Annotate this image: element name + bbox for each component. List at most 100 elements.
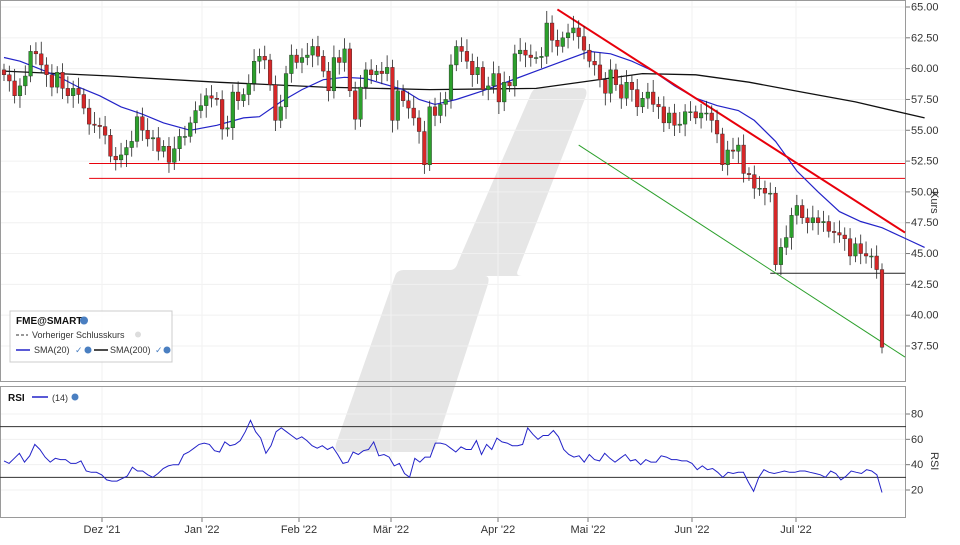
candle-body: [789, 215, 794, 238]
candle-body: [225, 127, 230, 130]
candle-body: [353, 90, 358, 120]
candle-body: [406, 100, 411, 109]
trend-lines: [556, 8, 906, 358]
candle-body: [44, 64, 49, 75]
sma20-series: [3, 50, 925, 248]
candle-body: [470, 61, 475, 76]
candle-body: [422, 131, 427, 165]
price-tick-label: 50.00: [911, 186, 939, 198]
candle-body: [863, 253, 869, 257]
candle-body: [571, 27, 576, 34]
candle-body: [619, 84, 624, 99]
price-tick-label: 55.00: [911, 125, 939, 137]
sma20-check-icon[interactable]: ✓: [75, 345, 83, 355]
candle-body: [230, 91, 235, 129]
candle-body: [172, 148, 177, 163]
trend-line: [578, 144, 906, 358]
candle-body: [214, 98, 219, 100]
candle-body: [326, 70, 331, 92]
candle-body: [310, 46, 315, 56]
candle-body: [236, 91, 241, 101]
time-tick-label: Jul '22: [780, 524, 811, 536]
candle-body: [267, 59, 273, 85]
candle-body: [752, 174, 757, 189]
time-axis: Dez '21 Jan '22 Feb '22 Mär '22 Apr '22 Mai '…: [84, 518, 812, 536]
candle-body: [667, 112, 672, 124]
candle-body: [581, 36, 587, 51]
sma20-settings-icon[interactable]: [84, 346, 92, 354]
symbol-settings-icon[interactable]: [80, 316, 88, 325]
price-tick-label: 47.50: [911, 217, 939, 229]
candle-body: [502, 81, 507, 103]
candle-body: [358, 86, 363, 120]
candle-body: [512, 53, 517, 87]
candle-body: [810, 217, 815, 223]
prev-close-toggle-icon[interactable]: [135, 331, 141, 338]
candle-body: [635, 89, 640, 108]
candle-body: [550, 22, 555, 41]
candle-body: [321, 56, 326, 72]
candlestick-series: [1, 10, 885, 354]
sma200-check-icon[interactable]: ✓: [155, 345, 163, 355]
candle-body: [656, 104, 661, 108]
price-tick-label: 42.50: [911, 279, 939, 291]
candle-body: [480, 67, 485, 90]
candle-body: [826, 221, 831, 232]
rsi-line: [3, 419, 883, 493]
time-tick-label: Apr '22: [481, 524, 516, 536]
candle-body: [385, 67, 390, 74]
candle-body: [672, 112, 677, 126]
candle-body: [496, 73, 501, 103]
rsi-legend: RSI (14): [8, 393, 79, 404]
candle-body: [432, 106, 438, 116]
candle-body: [683, 111, 688, 125]
candle-body: [390, 67, 395, 121]
candle-body: [246, 83, 251, 95]
rsi-series: [3, 419, 883, 493]
candle-body: [842, 234, 847, 239]
candle-body: [369, 69, 374, 75]
candle-body: [273, 84, 278, 121]
candle-body: [778, 247, 783, 265]
legend-sma200: SMA(200): [110, 345, 151, 355]
candle-body: [427, 106, 432, 165]
candle-body: [528, 54, 533, 58]
price-tick-label: 57.50: [911, 94, 939, 106]
candle-body: [565, 32, 571, 39]
rsi-axis: 80 60 40 20: [906, 409, 923, 497]
legend-sma20: SMA(20): [34, 345, 70, 355]
time-tick-label: Dez '21: [84, 524, 121, 536]
candle-body: [832, 231, 837, 233]
candle-body: [65, 88, 70, 96]
candle-body: [124, 147, 129, 156]
candle-body: [784, 237, 789, 248]
candle-body: [714, 120, 720, 135]
candle-body: [587, 49, 592, 62]
candle-body: [629, 81, 634, 90]
price-axis: 65.00 62.50 60.00 57.50 55.00 52.50 50.00 47.50…: [906, 2, 939, 353]
price-tick-label: 37.50: [911, 341, 939, 353]
price-tick-label: 52.50: [911, 156, 939, 168]
candle-body: [161, 146, 166, 152]
candle-body: [177, 136, 182, 149]
candle-body: [241, 94, 246, 101]
candle-body: [805, 217, 810, 223]
candle-body: [624, 81, 629, 99]
candle-body: [156, 137, 161, 152]
candle-body: [741, 144, 746, 174]
candle-body: [848, 238, 853, 257]
candle-body: [71, 88, 76, 96]
sma200-settings-icon[interactable]: [163, 346, 171, 354]
rsi-settings-icon[interactable]: [71, 393, 79, 401]
candle-body: [55, 72, 60, 88]
candle-body: [198, 105, 203, 111]
candle-body: [342, 48, 347, 63]
price-tick-label: 62.50: [911, 32, 939, 44]
candle-body: [188, 122, 193, 137]
candle-body: [539, 56, 544, 58]
candle-body: [816, 217, 821, 223]
price-axis-label: Kurs: [928, 191, 940, 214]
candle-body: [693, 111, 698, 119]
candle-body: [252, 61, 257, 84]
candle-body: [103, 126, 108, 136]
